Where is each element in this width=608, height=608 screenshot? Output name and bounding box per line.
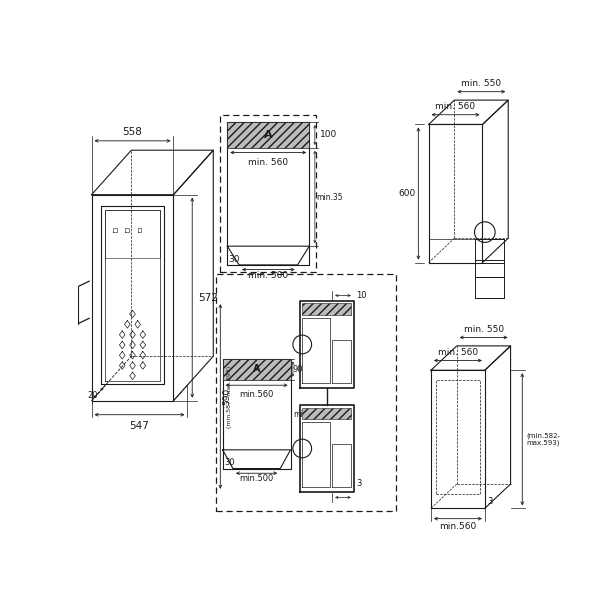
Bar [302, 407, 351, 419]
Text: min. 560: min. 560 [438, 348, 478, 357]
Bar [63, 300, 72, 310]
Text: min.35: min.35 [293, 410, 319, 420]
Text: A: A [264, 130, 272, 140]
Text: 90: 90 [293, 365, 303, 373]
Text: 30: 30 [224, 458, 235, 467]
Text: min. 550: min. 550 [463, 325, 503, 334]
Text: min. 550: min. 550 [461, 79, 502, 88]
Bar [220, 115, 316, 272]
Text: 590: 590 [223, 388, 232, 405]
Text: 547: 547 [130, 421, 150, 431]
Bar [216, 274, 396, 511]
Text: min.35: min.35 [317, 193, 344, 201]
Bar [227, 122, 309, 148]
Text: (min.587- max.593): (min.587- max.593) [227, 365, 232, 427]
Text: 572: 572 [198, 292, 218, 303]
Text: 600: 600 [398, 189, 415, 198]
Text: min.560: min.560 [439, 522, 477, 531]
Text: A: A [253, 364, 260, 374]
Text: min. 560: min. 560 [248, 158, 288, 167]
Text: 3: 3 [488, 497, 493, 506]
Bar [223, 359, 291, 379]
Text: min.500: min.500 [240, 474, 274, 483]
Text: 3: 3 [356, 479, 362, 488]
Text: min.560: min.560 [240, 390, 274, 399]
Text: 100: 100 [320, 131, 337, 139]
Text: 558: 558 [123, 127, 142, 137]
Text: min. 560: min. 560 [435, 102, 475, 111]
Text: min. 500: min. 500 [248, 271, 288, 280]
Text: 10: 10 [356, 291, 367, 300]
Text: 20: 20 [88, 390, 98, 399]
Bar [302, 303, 351, 315]
Text: 30: 30 [229, 255, 240, 263]
Text: (min.582-
max.593): (min.582- max.593) [526, 432, 560, 446]
